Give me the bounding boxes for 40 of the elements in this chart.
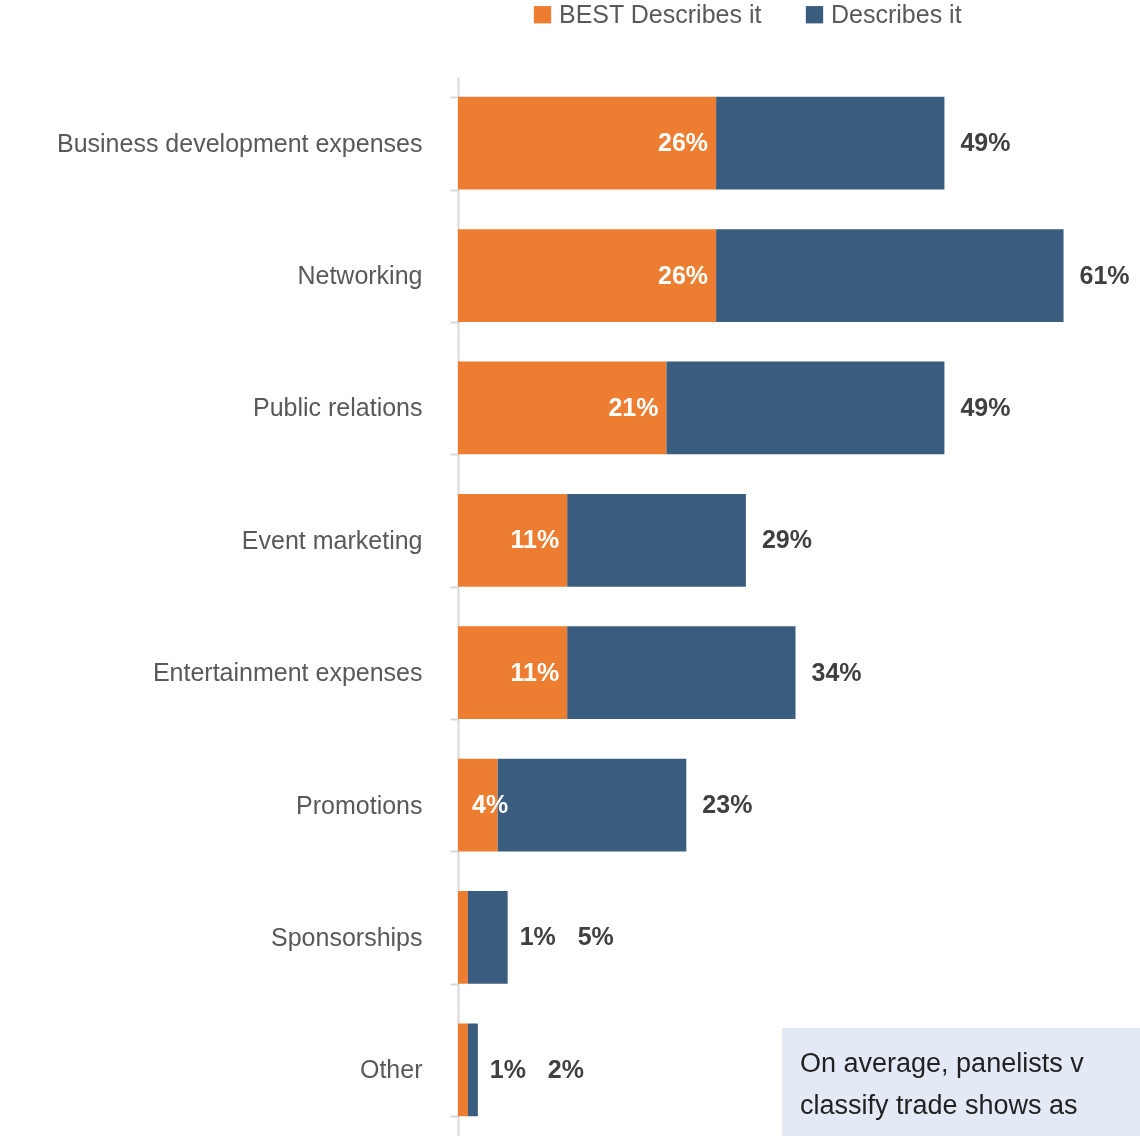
data-label: 1% <box>489 1054 526 1083</box>
total-label: 49% <box>960 392 1011 421</box>
y-tick-label: Promotions <box>296 790 423 819</box>
total-label: 23% <box>702 790 753 819</box>
bar <box>458 891 468 984</box>
bar <box>458 96 717 190</box>
bar <box>567 626 796 720</box>
legend-label: Describes it <box>831 0 962 28</box>
total-label: 2% <box>547 1054 584 1083</box>
bar <box>458 626 568 720</box>
data-label: 21% <box>608 392 659 421</box>
data-label: 26% <box>658 260 709 289</box>
y-tick-label: Business development expenses <box>56 128 423 157</box>
total-label: 61% <box>1079 260 1130 289</box>
bar <box>467 891 508 984</box>
data-label: 26% <box>658 128 709 157</box>
y-tick-label: Entertainment expenses <box>152 658 423 687</box>
total-label: 49% <box>960 128 1011 157</box>
y-tick-label: Public relations <box>252 393 423 422</box>
y-tick-label: Event marketing <box>241 525 423 554</box>
bar <box>458 493 568 587</box>
bar <box>467 1023 478 1117</box>
y-tick-label: Other <box>359 1055 423 1084</box>
text-box: On average, panelists v classify trade shows as <box>782 1028 1140 1136</box>
total-label: 34% <box>811 657 862 686</box>
bar <box>716 229 1064 322</box>
bar <box>458 361 667 455</box>
data-label: 1% <box>519 922 556 951</box>
data-label: 11% <box>510 657 560 686</box>
bar <box>716 96 945 190</box>
bar <box>567 493 746 587</box>
y-tick-label: Networking <box>297 261 423 290</box>
total-label: 29% <box>761 525 812 554</box>
legend-label: BEST Describes it <box>559 0 762 28</box>
data-label: 11% <box>510 525 560 554</box>
bar <box>458 229 717 322</box>
bar <box>666 361 945 455</box>
y-tick-label: Sponsorships <box>271 922 423 951</box>
bar <box>458 1023 468 1117</box>
total-label: 5% <box>577 922 614 951</box>
